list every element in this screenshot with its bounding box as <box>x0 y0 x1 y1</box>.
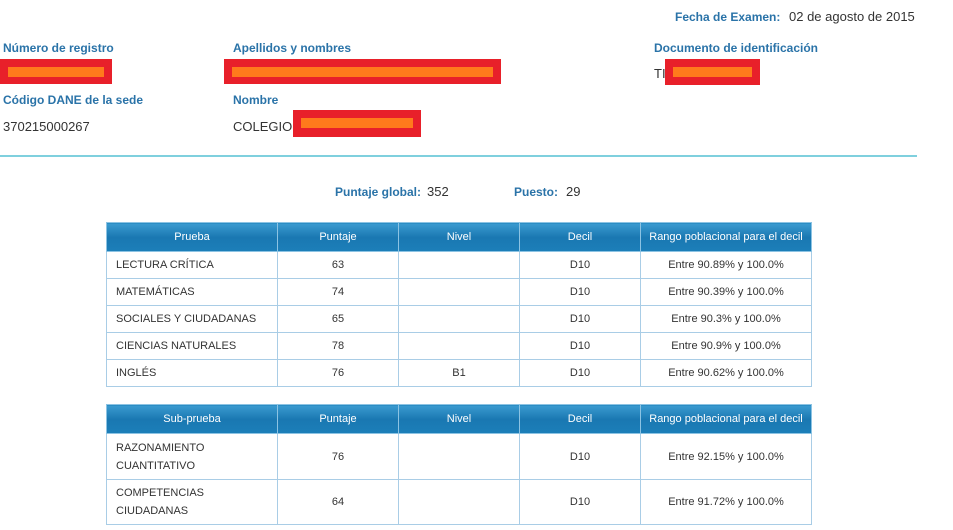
column-header: Decil <box>519 404 641 434</box>
column-header: Sub-prueba <box>106 404 278 434</box>
cell <box>398 251 520 279</box>
cell: 74 <box>277 278 399 306</box>
cell: 78 <box>277 332 399 360</box>
id-label: Documento de identificación <box>654 41 819 55</box>
cell: D10 <box>519 251 641 279</box>
cell <box>398 479 520 525</box>
column-header: Decil <box>519 222 641 252</box>
cell <box>398 332 520 360</box>
registration-label: Número de registro <box>3 41 114 55</box>
rank: 29 <box>566 184 581 199</box>
cell: D10 <box>519 332 641 360</box>
column-header: Rango poblacional para el decil <box>640 222 812 252</box>
cell: SOCIALES Y CIUDADANAS <box>106 305 278 333</box>
cell: D10 <box>519 479 641 525</box>
cell: Entre 91.72% y 100.0% <box>640 479 812 525</box>
cell: MATEMÁTICAS <box>106 278 278 306</box>
exam-date: 02 de agosto de 2015 <box>789 9 915 24</box>
cell: Entre 90.39% y 100.0% <box>640 278 812 306</box>
cell: Entre 90.9% y 100.0% <box>640 332 812 360</box>
row: MATEMÁTICAS 74 D10 Entre 90.39% y 100.0% <box>106 278 812 306</box>
id-prefix: TI <box>654 66 666 81</box>
results-table: Prueba Puntaje Nivel Decil Rango poblacional… <box>106 222 812 387</box>
rank-label: Puesto: <box>514 185 559 199</box>
row: RAZONAMIENTO CUANTITATIVO 76 D10 Entre 92.1… <box>106 433 812 480</box>
cell: Entre 90.62% y 100.0% <box>640 359 812 387</box>
row: LECTURA CRÍTICA 63 D10 Entre 90.89% y 100.0… <box>106 251 812 279</box>
cell: D10 <box>519 433 641 480</box>
results-table: Sub-prueba Puntaje Nivel Decil Rango poblaci… <box>106 404 812 525</box>
column-header: Puntaje <box>277 404 399 434</box>
cell: COMPETENCIAS CIUDADANAS <box>106 479 278 525</box>
school-prefix: COLEGIO <box>233 119 293 134</box>
header-row: Sub-prueba Puntaje Nivel Decil Rango poblaci… <box>106 404 812 434</box>
cell: D10 <box>519 278 641 306</box>
redaction <box>224 59 501 84</box>
cell <box>398 278 520 306</box>
cell: Entre 92.15% y 100.0% <box>640 433 812 480</box>
school-label: Nombre <box>233 93 279 107</box>
cell: RAZONAMIENTO CUANTITATIVO <box>106 433 278 480</box>
cell: 65 <box>277 305 399 333</box>
row: INGLÉS 76 B1 D10 Entre 90.62% y 100.0% <box>106 359 812 387</box>
names-label: Apellidos y nombres <box>233 41 352 55</box>
redaction <box>293 110 421 137</box>
cell <box>398 433 520 480</box>
dane-code: 370215000267 <box>3 119 90 134</box>
cell: LECTURA CRÍTICA <box>106 251 278 279</box>
column-header: Nivel <box>398 222 520 252</box>
column-header: Puntaje <box>277 222 399 252</box>
cell: B1 <box>398 359 520 387</box>
cell: INGLÉS <box>106 359 278 387</box>
column-header: Prueba <box>106 222 278 252</box>
redaction <box>665 59 760 85</box>
column-header: Rango poblacional para el decil <box>640 404 812 434</box>
dane-label: Código DANE de la sede <box>3 93 144 107</box>
redaction <box>0 59 112 84</box>
column-header: Nivel <box>398 404 520 434</box>
cell: CIENCIAS NATURALES <box>106 332 278 360</box>
row: CIENCIAS NATURALES 78 D10 Entre 90.9% y 100… <box>106 332 812 360</box>
cell: 64 <box>277 479 399 525</box>
cell: D10 <box>519 359 641 387</box>
cell: D10 <box>519 305 641 333</box>
cell <box>398 305 520 333</box>
row: SOCIALES Y CIUDADANAS 65 D10 Entre 90.3% y … <box>106 305 812 333</box>
cell: 76 <box>277 433 399 480</box>
cell: 63 <box>277 251 399 279</box>
cell: 76 <box>277 359 399 387</box>
row: COMPETENCIAS CIUDADANAS 64 D10 Entre 91.72%… <box>106 479 812 525</box>
exam-date-label: Fecha de Examen: <box>675 10 781 24</box>
divider <box>0 155 917 157</box>
cell: Entre 90.3% y 100.0% <box>640 305 812 333</box>
global-score: 352 <box>427 184 449 199</box>
global-label: Puntaje global: <box>335 185 422 199</box>
header-row: Prueba Puntaje Nivel Decil Rango poblacional… <box>106 222 812 252</box>
cell: Entre 90.89% y 100.0% <box>640 251 812 279</box>
